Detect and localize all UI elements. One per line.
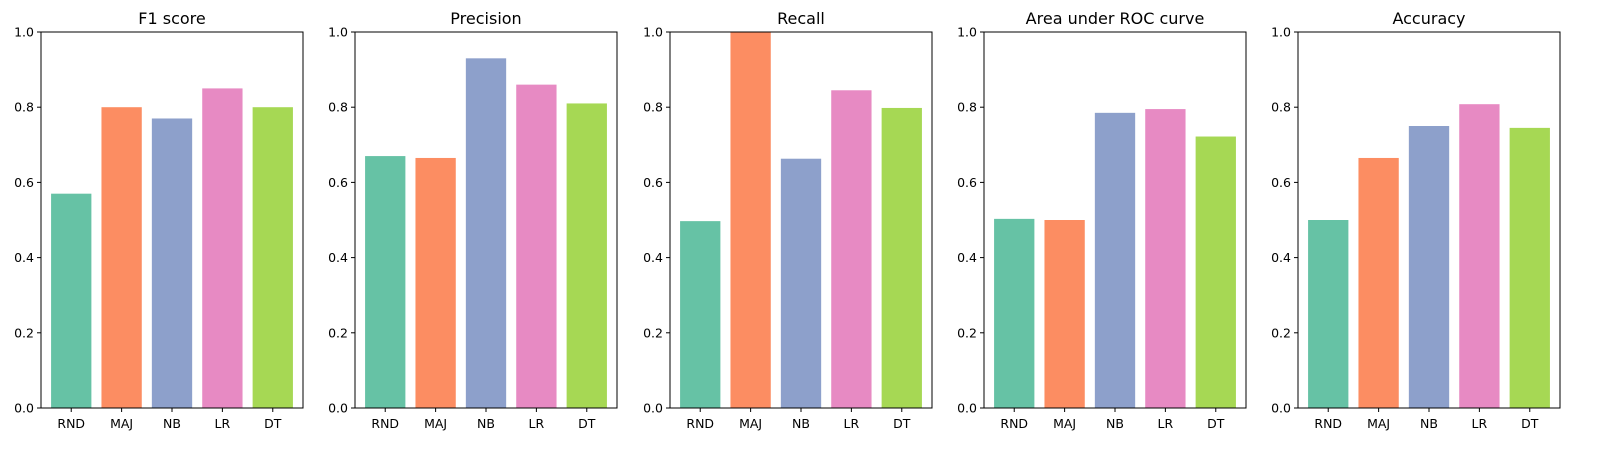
axes-frame — [354, 31, 618, 409]
y-tick-label: 0.8 — [643, 100, 663, 115]
y-tick-label: 0.6 — [328, 175, 348, 190]
bar-maj — [1044, 220, 1085, 408]
bar-dt — [252, 107, 293, 408]
x-tick-label: LR — [215, 416, 231, 431]
x-tick-label: NB — [163, 416, 181, 431]
x-tick-label: DT — [893, 416, 911, 431]
x-tick-label: LR — [529, 416, 545, 431]
bar-nb — [1408, 126, 1450, 408]
y-tick-label: 0.2 — [1271, 325, 1291, 340]
x-tick-label: MAJ — [110, 416, 133, 431]
axes-frame — [1297, 31, 1561, 409]
y-tick-label: 0.6 — [957, 175, 977, 190]
x-tick-label: DT — [1207, 416, 1225, 431]
bar-nb — [1094, 112, 1136, 408]
x-tick-label: LR — [844, 416, 860, 431]
bar-rnd — [365, 156, 406, 408]
chart-title: Area under ROC curve — [1026, 9, 1205, 28]
y-tick-label: 1.0 — [643, 25, 663, 40]
x-tick-label: NB — [792, 416, 810, 431]
x-tick-label: NB — [1420, 416, 1438, 431]
y-tick-label: 1.0 — [14, 25, 34, 40]
x-tick-label: RND — [57, 416, 85, 431]
y-tick-label: 0.0 — [957, 401, 977, 416]
x-tick-label: DT — [1521, 416, 1539, 431]
y-tick-label: 0.4 — [643, 250, 663, 265]
bar-rnd — [51, 193, 92, 408]
bar-dt — [881, 107, 922, 408]
x-tick-label: LR — [1472, 416, 1488, 431]
bar-maj — [1358, 157, 1399, 408]
bar-dt — [1195, 136, 1236, 408]
bar-lr — [831, 90, 872, 408]
chart-panel: RND MAJ NB LR DT 0.0 0.2 0.4 0.6 0.8 1.0 F1 score — [14, 9, 304, 431]
bar-rnd — [994, 218, 1035, 408]
bar-maj — [730, 32, 771, 408]
y-tick-label: 0.2 — [957, 325, 977, 340]
y-tick-label: 0.2 — [328, 325, 348, 340]
bar-nb — [780, 158, 822, 408]
chart-panel: RND MAJ NB LR DT 0.0 0.2 0.4 0.6 0.8 1.0 Precision — [328, 9, 618, 431]
y-tick-label: 0.6 — [643, 175, 663, 190]
chart-title: Recall — [777, 9, 825, 28]
x-tick-label: DT — [578, 416, 596, 431]
bar-lr — [1145, 109, 1186, 408]
axes-frame — [983, 31, 1247, 409]
bar-dt — [566, 103, 607, 408]
x-tick-label: NB — [477, 416, 495, 431]
y-tick-label: 0.8 — [1271, 100, 1291, 115]
bar-rnd — [1308, 220, 1349, 408]
bar-dt — [1509, 127, 1550, 408]
x-tick-label: NB — [1106, 416, 1124, 431]
bar-lr — [1459, 104, 1500, 408]
x-tick-label: MAJ — [1367, 416, 1390, 431]
bar-lr — [202, 88, 243, 409]
y-tick-label: 0.8 — [957, 100, 977, 115]
x-tick-label: RND — [371, 416, 399, 431]
y-tick-label: 0.0 — [1271, 401, 1291, 416]
x-tick-label: MAJ — [424, 416, 447, 431]
y-tick-label: 1.0 — [957, 25, 977, 40]
y-tick-label: 0.0 — [643, 401, 663, 416]
y-tick-label: 0.8 — [14, 100, 34, 115]
bar-lr — [516, 84, 557, 408]
chart-title: Accuracy — [1392, 9, 1465, 28]
x-tick-label: DT — [264, 416, 282, 431]
axes-frame — [40, 31, 304, 409]
y-tick-label: 0.6 — [1271, 175, 1291, 190]
y-tick-label: 1.0 — [1271, 25, 1291, 40]
bar-nb — [151, 118, 193, 408]
axes-frame — [669, 31, 933, 409]
y-tick-label: 0.0 — [328, 401, 348, 416]
x-tick-label: MAJ — [1053, 416, 1076, 431]
chart-panel: RND MAJ NB LR DT 0.0 0.2 0.4 0.6 0.8 1.0 Recall — [643, 9, 933, 431]
bar-rnd — [680, 221, 721, 408]
bar-maj — [101, 107, 142, 408]
y-tick-label: 0.8 — [328, 100, 348, 115]
bar-nb — [465, 58, 507, 408]
x-tick-label: MAJ — [739, 416, 762, 431]
y-tick-label: 0.2 — [14, 325, 34, 340]
x-tick-label: LR — [1158, 416, 1174, 431]
chart-title: F1 score — [138, 9, 205, 28]
x-tick-label: RND — [1000, 416, 1028, 431]
chart-panel: RND MAJ NB LR DT 0.0 0.2 0.4 0.6 0.8 1.0 Area under… — [957, 9, 1247, 431]
x-tick-label: RND — [1314, 416, 1342, 431]
y-tick-label: 0.4 — [1271, 250, 1291, 265]
bar-maj — [415, 157, 456, 408]
chart-title: Precision — [450, 9, 521, 28]
x-tick-label: RND — [686, 416, 714, 431]
y-tick-label: 0.2 — [643, 325, 663, 340]
y-tick-label: 0.4 — [328, 250, 348, 265]
y-tick-label: 0.6 — [14, 175, 34, 190]
y-tick-label: 0.0 — [14, 401, 34, 416]
y-tick-label: 1.0 — [328, 25, 348, 40]
y-tick-label: 0.4 — [957, 250, 977, 265]
y-tick-label: 0.4 — [14, 250, 34, 265]
chart-panel: RND MAJ NB LR DT 0.0 0.2 0.4 0.6 0.8 1.0 Accuracy — [1271, 9, 1561, 431]
